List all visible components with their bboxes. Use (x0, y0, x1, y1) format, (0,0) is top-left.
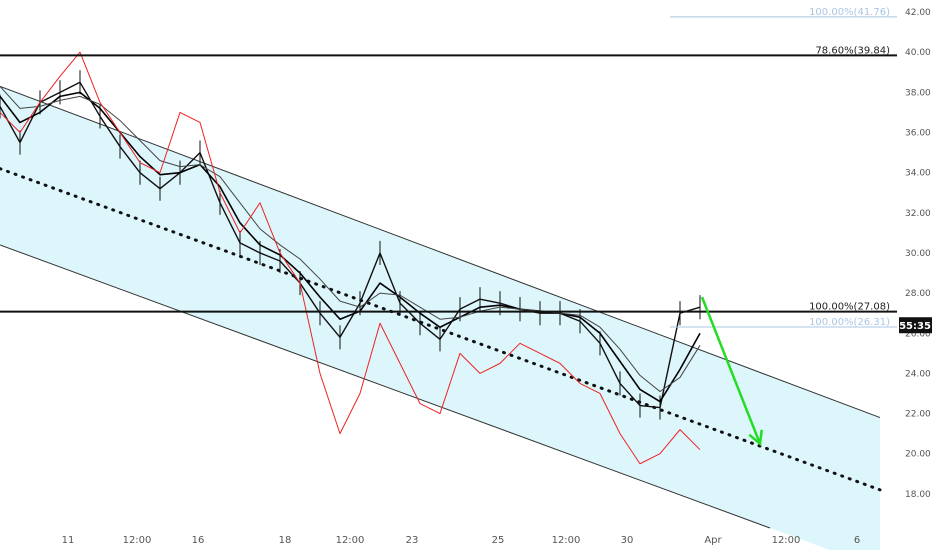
x-tick-label-1: 12:00 (123, 535, 152, 546)
price-tag-box[interactable] (899, 317, 932, 334)
x-tick-label-5: 23 (406, 535, 419, 546)
series-red-3 (0, 51, 701, 465)
channel-fill (0, 86, 880, 554)
y-tick-label-8: 34.00 (905, 169, 931, 179)
y-tick-label-5: 28.00 (905, 289, 931, 299)
x-tick-label-6: 25 (492, 535, 505, 546)
channel-layer (0, 85, 882, 554)
x-tick-label-4: 12:00 (336, 535, 365, 546)
fib-level-label-2: 100.00%(27.08) (809, 302, 890, 313)
x-tick-label-2: 16 (192, 535, 205, 546)
channel-upper-line[interactable] (0, 85, 881, 419)
down-arrow-shaft (700, 296, 762, 445)
x-tick-label-7: 12:00 (552, 535, 581, 546)
x-tick-label-8: 30 (621, 535, 634, 546)
y-tick-label-7: 32.00 (905, 209, 931, 219)
series-ma-1 (0, 91, 701, 403)
x-tick-label-3: 18 (279, 535, 292, 546)
channel-lower-line[interactable] (0, 244, 771, 529)
x-tick-label-10: 12:00 (772, 535, 801, 546)
y-tick-label-6: 30.00 (905, 249, 931, 259)
series-ma-2 (0, 85, 701, 392)
x-tick-label-0: 11 (62, 535, 75, 546)
fib-level-label-0: 100.00%(41.76) (809, 7, 890, 18)
fib-level-label-1: 78.60%(39.84) (815, 45, 890, 56)
y-tick-label-4: 26.00 (905, 329, 931, 339)
y-tick-label-11: 40.00 (905, 48, 931, 58)
x-tick-label-9: Apr (704, 535, 722, 546)
arrow-layer (700, 296, 763, 447)
y-tick-label-2: 22.00 (905, 410, 931, 420)
x-tick-label-11: 6 (854, 535, 860, 546)
y-tick-label-3: 24.00 (905, 369, 931, 379)
y-tick-label-1: 20.00 (905, 450, 931, 460)
y-tick-label-12: 42.00 (905, 8, 931, 18)
fib-levels-layer: 100.00%(41.76) 78.60%(39.84) 100.00%(27.08… (0, 7, 897, 328)
y-tick-label-10: 38.00 (905, 88, 931, 98)
x-axis[interactable]: 11 12:00 16 18 12:00 23 25 12:00 30 Apr 12:00 6 (62, 535, 861, 546)
series-price-0 (0, 81, 701, 409)
fib-level-label-3: 100.00%(26.31) (809, 317, 890, 328)
price-tag-label: 55:35 (899, 321, 931, 332)
down-arrow-head (748, 429, 763, 447)
y-tick-label-9: 36.00 (905, 129, 931, 139)
y-axis[interactable]: 18.00 20.00 22.00 24.00 26.00 28.00 30.00 32.00… (899, 8, 932, 500)
y-tick-label-0: 18.00 (905, 490, 931, 500)
